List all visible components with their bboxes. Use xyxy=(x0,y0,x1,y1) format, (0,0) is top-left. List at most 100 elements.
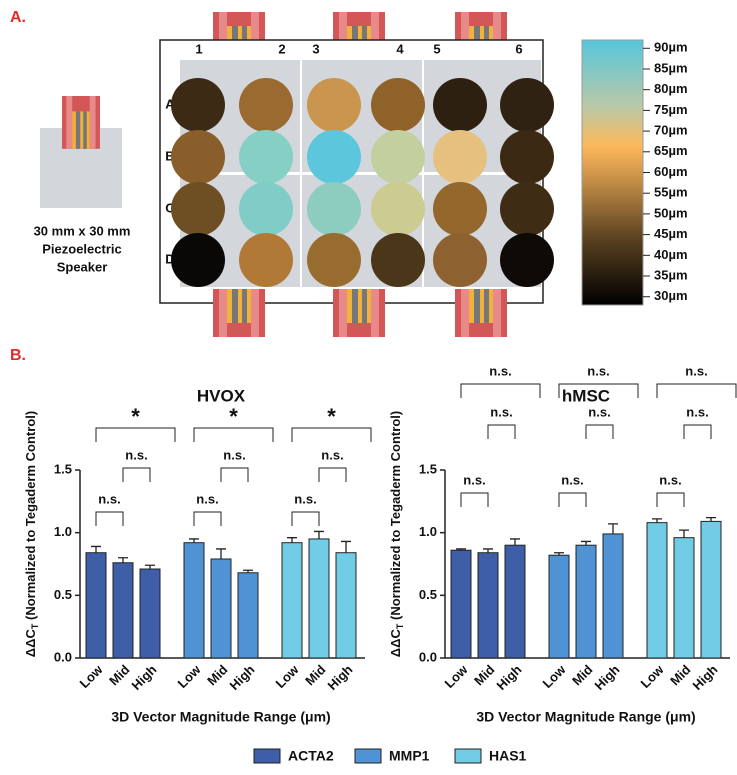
y-axis-label-part: T xyxy=(395,623,405,629)
x-tick-label: High xyxy=(129,662,160,693)
well xyxy=(239,182,293,236)
error-bar xyxy=(243,569,253,573)
x-tick-label: Mid xyxy=(471,662,497,688)
row-label: C xyxy=(165,200,175,215)
well xyxy=(171,233,225,287)
y-tick-label: 1.5 xyxy=(54,461,72,476)
y-tick-label: 1.0 xyxy=(54,524,72,539)
well xyxy=(433,182,487,236)
legend-label: MMP1 xyxy=(389,748,430,764)
error-bar xyxy=(608,523,618,534)
bar xyxy=(281,542,303,659)
well xyxy=(433,78,487,132)
x-tick-label: High xyxy=(592,662,623,693)
significance-bracket xyxy=(558,383,639,398)
chart-title: hMSC xyxy=(562,386,610,405)
significance-bracket xyxy=(683,424,712,439)
y-tick-label: 0.5 xyxy=(54,587,72,602)
error-bar xyxy=(510,538,520,546)
panel-label: B. xyxy=(10,347,26,364)
y-axis-label-part: ΔΔC xyxy=(23,629,38,658)
x-tick-label: Low xyxy=(77,661,107,691)
error-bar xyxy=(456,548,466,551)
error-bar xyxy=(145,564,155,570)
significance-bracket xyxy=(95,511,124,526)
well xyxy=(307,233,361,287)
bar xyxy=(85,552,107,659)
bar xyxy=(450,549,472,659)
y-axis-label-part: (Normalized to Tegaderm Control) xyxy=(388,411,403,624)
error-bar xyxy=(287,537,297,543)
significance-bracket xyxy=(318,467,347,482)
significance-bracket xyxy=(487,424,516,439)
bar xyxy=(673,537,695,659)
error-bar xyxy=(216,548,226,559)
column-label: 2 xyxy=(278,41,285,56)
row-label: B xyxy=(165,148,174,163)
bar xyxy=(183,542,205,659)
well xyxy=(239,233,293,287)
error-bar xyxy=(189,538,199,543)
significance-label: n.s. xyxy=(685,363,707,378)
colorbar-label: 70µm xyxy=(654,123,688,138)
well xyxy=(171,182,225,236)
well xyxy=(500,130,554,184)
significance-label: n.s. xyxy=(463,472,485,487)
bar xyxy=(237,572,259,659)
significance-label: n.s. xyxy=(98,491,120,506)
row-label: D xyxy=(165,251,174,266)
legend-swatch xyxy=(454,748,482,764)
x-tick-label: Low xyxy=(273,661,303,691)
bar xyxy=(646,522,668,659)
chart-title: HVOX xyxy=(197,386,246,405)
significance-bracket xyxy=(558,492,587,507)
x-tick-label: Mid xyxy=(204,662,230,688)
speaker-label: Speaker xyxy=(57,259,108,274)
bar xyxy=(112,562,134,659)
significance-bracket xyxy=(460,383,541,398)
significance-label: * xyxy=(327,404,336,429)
error-bar xyxy=(554,552,564,556)
significance-bracket xyxy=(95,427,176,442)
row-label: A xyxy=(165,96,175,111)
well xyxy=(433,233,487,287)
legend-swatch xyxy=(354,748,382,764)
significance-bracket xyxy=(656,383,737,398)
column-label: 4 xyxy=(396,41,404,56)
y-axis-label-part: T xyxy=(30,623,40,629)
error-bar xyxy=(581,540,591,546)
x-tick-label: Low xyxy=(442,661,472,691)
well xyxy=(239,78,293,132)
significance-bracket xyxy=(460,492,489,507)
significance-label: n.s. xyxy=(659,472,681,487)
significance-label: n.s. xyxy=(489,363,511,378)
error-bar xyxy=(118,557,128,563)
legend-label: ACTA2 xyxy=(288,748,334,764)
colorbar-label: 85µm xyxy=(654,60,688,75)
x-tick-label: Low xyxy=(175,661,205,691)
significance-label: n.s. xyxy=(587,363,609,378)
bar xyxy=(308,538,330,659)
significance-label: n.s. xyxy=(490,404,512,419)
bar xyxy=(602,533,624,659)
well xyxy=(171,78,225,132)
y-axis-label-part: ΔΔC xyxy=(388,629,403,658)
y-tick-label: 0.0 xyxy=(419,649,437,664)
y-axis-label: ΔΔCT (Normalized to Tegaderm Control) xyxy=(23,411,40,657)
x-tick-label: High xyxy=(227,662,258,693)
x-axis-label: 3D Vector Magnitude Range (μm) xyxy=(111,709,330,725)
panel-label: A. xyxy=(10,9,26,26)
well xyxy=(371,182,425,236)
colorbar-label: 35µm xyxy=(654,267,688,282)
well xyxy=(371,78,425,132)
y-tick-label: 0.0 xyxy=(54,649,72,664)
bar xyxy=(504,544,526,659)
bar xyxy=(575,544,597,659)
bar xyxy=(477,552,499,659)
colorbar-label: 90µm xyxy=(654,40,688,55)
significance-label: * xyxy=(229,404,238,429)
error-bar xyxy=(314,530,324,539)
x-tick-label: High xyxy=(690,662,721,693)
well xyxy=(307,182,361,236)
